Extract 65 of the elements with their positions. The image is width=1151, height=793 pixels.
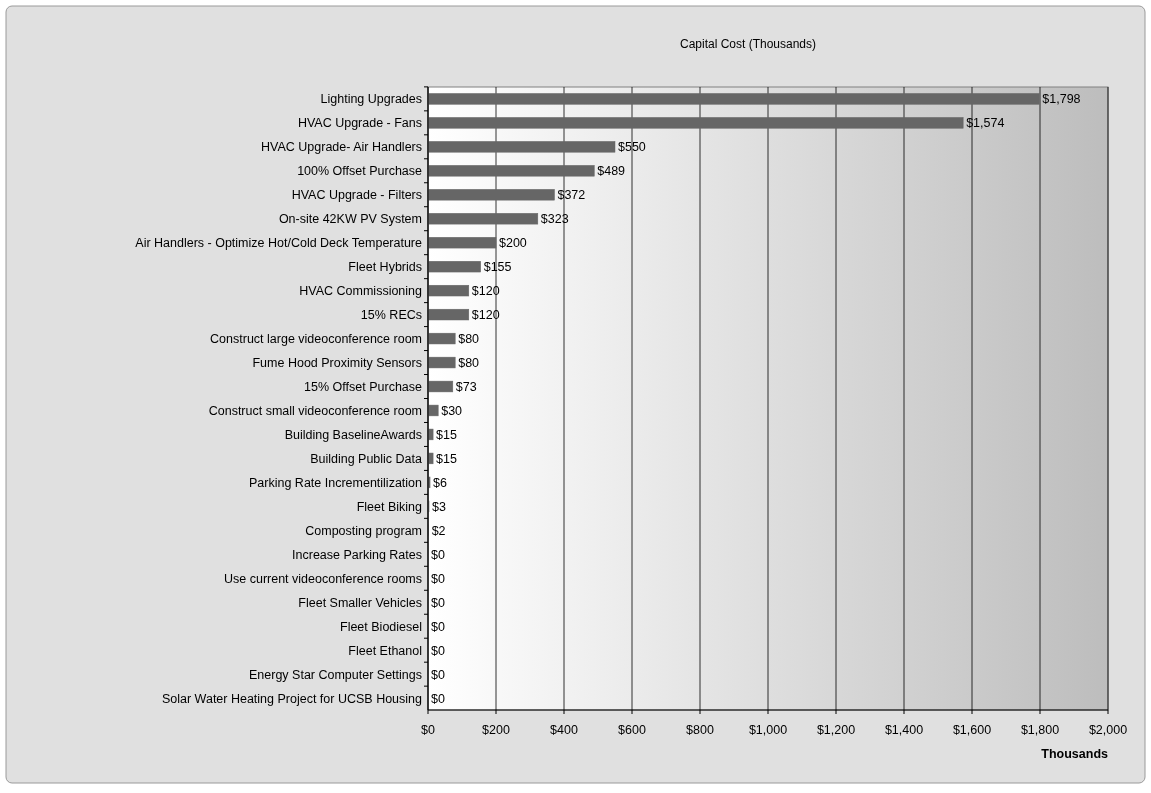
data-label: $0 (431, 547, 445, 562)
y-tick-label: Energy Star Computer Settings (249, 667, 422, 682)
x-tick-label: $400 (550, 723, 578, 737)
y-tick-label: Fleet Hybrids (348, 260, 422, 275)
data-label: $200 (499, 236, 527, 251)
y-tick-label: HVAC Commissioning (299, 284, 423, 299)
data-label: $2 (431, 523, 446, 538)
data-label: $3 (432, 499, 446, 514)
y-tick-label: Fume Hood Proximity Sensors (252, 355, 422, 370)
y-tick-label: Building Public Data (310, 451, 423, 466)
data-label: $0 (431, 691, 445, 706)
data-label: $489 (597, 164, 626, 179)
x-tick-label: $1,400 (884, 723, 924, 737)
data-label: $323 (540, 212, 569, 227)
y-tick-label: Construct large videoconference room (210, 331, 422, 346)
y-tick-label: Composting program (305, 523, 422, 538)
x-tick-label: $600 (618, 723, 646, 737)
y-tick-label: Parking Rate Incrementilization (249, 475, 423, 490)
y-tick-label: Fleet Biking (356, 499, 423, 514)
data-label: $550 (618, 140, 646, 155)
y-tick-label: Air Handlers - Optimize Hot/Cold Deck Temperature (135, 236, 423, 251)
y-tick-label: Use current videoconference rooms (223, 571, 422, 586)
data-label: $0 (431, 595, 445, 610)
y-tick-label: HVAC Upgrade- Air Handlers (261, 140, 422, 155)
y-tick-label: 15% Offset Purchase (304, 379, 423, 394)
y-tick-label: Building BaselineAwards (284, 427, 422, 442)
x-tick-label: $200 (482, 723, 510, 737)
y-tick-label: Fleet Smaller Vehicles (298, 595, 422, 610)
y-tick-label: Lighting Upgrades (320, 92, 422, 107)
y-tick-label: Fleet Ethanol (348, 643, 422, 658)
y-tick-label: Construct small videoconference room (208, 403, 422, 418)
data-label: $80 (458, 355, 480, 370)
data-label: $372 (557, 188, 586, 203)
data-label: $15 (436, 451, 457, 466)
data-label: $0 (431, 667, 445, 682)
data-label: $0 (431, 619, 445, 634)
data-label: $1,574 (966, 116, 1005, 131)
y-tick-label: 100% Offset Purchase (297, 164, 423, 179)
data-label: $1,798 (1042, 92, 1081, 107)
x-tick-label: $1,800 (1020, 723, 1060, 737)
data-label: $155 (483, 260, 512, 275)
data-label: $0 (431, 643, 445, 658)
chart-title: Capital Cost (Thousands) (679, 37, 817, 51)
x-tick-label: $0 (421, 723, 435, 737)
y-tick-label: Increase Parking Rates (292, 547, 422, 562)
y-tick-label: 15% RECs (360, 307, 422, 322)
data-label: $120 (471, 284, 500, 299)
x-tick-label: $1,600 (952, 723, 992, 737)
y-tick-label: HVAC Upgrade - Filters (291, 188, 422, 203)
data-label: $73 (455, 379, 477, 394)
data-label: $0 (431, 571, 445, 586)
y-tick-label: Solar Water Heating Project for UCSB Housing (161, 691, 423, 706)
x-tick-label: $800 (686, 723, 714, 737)
x-tick-label: $1,200 (816, 723, 856, 737)
x-tick-label: $2,000 (1088, 723, 1128, 737)
y-tick-label: Fleet Biodiesel (340, 619, 422, 634)
data-label: $30 (441, 403, 463, 418)
y-tick-label: HVAC Upgrade - Fans (297, 116, 422, 131)
data-label: $15 (436, 427, 457, 442)
y-tick-label: On-site 42KW PV System (278, 212, 422, 227)
x-axis-title: Thousands (1041, 747, 1109, 761)
data-label: $6 (433, 475, 447, 490)
data-label: $120 (471, 307, 500, 322)
data-label: $80 (458, 331, 480, 346)
x-tick-label: $1,000 (748, 723, 788, 737)
